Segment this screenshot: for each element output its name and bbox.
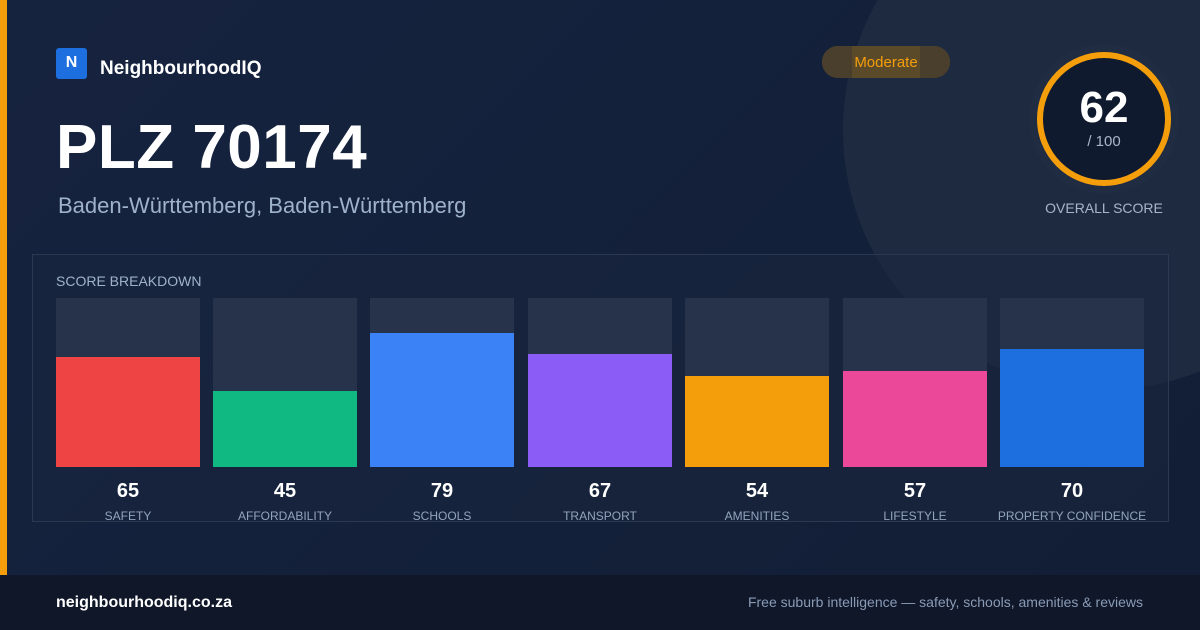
logo-icon: N — [56, 47, 87, 79]
score-value: 57 — [903, 480, 927, 502]
score-bar-fill — [370, 333, 514, 467]
score-column-property-confidence: 70 PROPERTY CONFIDENCE — [998, 298, 1146, 523]
overall-score-ring — [1030, 44, 1179, 194]
score-bar-fill — [56, 357, 200, 467]
footer: neighbourhoodiq.co.za Free suburb intell… — [0, 575, 1200, 630]
score-label: PROPERTY CONFIDENCE — [997, 509, 1147, 523]
score-bar-fill — [1000, 349, 1144, 467]
score-column-amenities: 54 AMENITIES — [685, 298, 829, 523]
score-bar-track — [370, 298, 514, 467]
score-value: 65 — [116, 480, 140, 502]
score-bar-track — [685, 298, 829, 467]
footer-tagline: Free suburb intelligence — safety, schoo… — [747, 594, 1143, 610]
score-bar-fill — [685, 376, 829, 467]
score-value: 54 — [745, 480, 769, 502]
score-value: 67 — [588, 480, 612, 502]
rating-badge: Moderate — [822, 46, 950, 78]
brand: N NeighbourhoodIQ — [56, 46, 261, 80]
score-column-safety: 65 SAFETY — [56, 298, 200, 523]
page-title: PLZ 70174 — [56, 113, 368, 182]
brand-name: NeighbourhoodIQ — [100, 58, 262, 79]
score-label: TRANSPORT — [563, 509, 637, 523]
score-column-lifestyle: 57 LIFESTYLE — [843, 298, 987, 523]
rating-badge-label: Moderate — [854, 53, 918, 71]
score-bar-fill — [528, 354, 672, 467]
score-ring-progress — [1037, 52, 1171, 186]
score-column-affordability: 45 AFFORDABILITY — [213, 298, 357, 523]
score-bar-track — [1000, 298, 1144, 467]
score-label: LIFESTYLE — [883, 509, 947, 523]
location-subtitle: Baden-Württemberg, Baden-Württemberg — [58, 193, 467, 218]
overall-score-label: OVERALL SCORE — [1045, 200, 1163, 216]
score-bar-track — [528, 298, 672, 467]
score-bar-fill — [843, 371, 987, 467]
score-bar-track — [213, 298, 357, 467]
score-column-transport: 67 TRANSPORT — [528, 298, 672, 523]
score-label: AMENITIES — [724, 509, 790, 523]
score-value: 70 — [1060, 480, 1084, 502]
score-value: 79 — [430, 480, 454, 502]
breakdown-title: SCORE BREAKDOWN — [56, 273, 202, 289]
score-label: AFFORDABILITY — [237, 509, 332, 523]
score-label: SCHOOLS — [412, 509, 472, 523]
score-bar-track — [56, 298, 200, 467]
overall-score-value: 62 — [1079, 83, 1129, 132]
score-bar-fill — [213, 391, 357, 467]
score-breakdown-panel: SCORE BREAKDOWN 65 SAFETY 45 AFFORDABILI… — [32, 254, 1169, 523]
score-column-schools: 79 SCHOOLS — [370, 298, 514, 523]
score-bar-track — [843, 298, 987, 467]
accent-bar — [0, 0, 7, 575]
score-value: 45 — [273, 480, 297, 502]
overall-score-max: / 100 — [1087, 133, 1121, 150]
score-label: SAFETY — [104, 509, 152, 523]
footer-site-link[interactable]: neighbourhoodiq.co.za — [56, 594, 232, 611]
